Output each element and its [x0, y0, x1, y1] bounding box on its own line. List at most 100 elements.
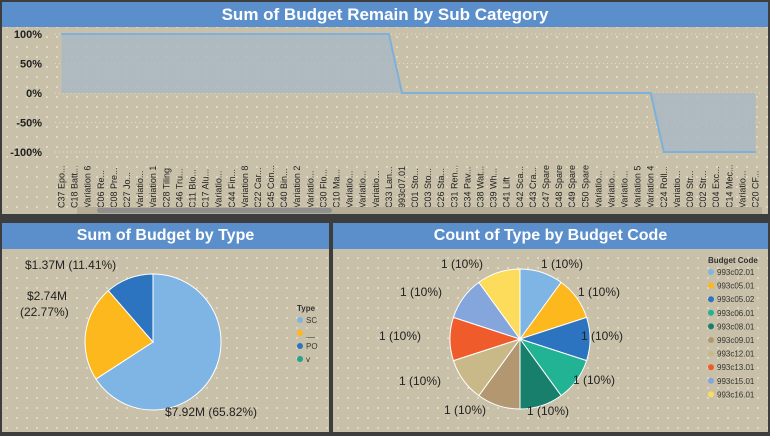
x-tick-label: Variatio...	[606, 171, 616, 208]
data-point	[453, 92, 456, 94]
data-label: 1 (10%)	[399, 374, 441, 388]
data-label: 1 (10%)	[400, 285, 442, 299]
data-label: 1 (10%)	[541, 257, 583, 271]
data-point	[440, 92, 443, 94]
legend-marker	[708, 364, 714, 371]
x-tick-label: Variation 4	[646, 166, 656, 208]
type-pie-chart: $7.92M (65.82%) $2.74M (22.77%) $1.37M (11.…	[20, 258, 318, 419]
data-point	[754, 151, 757, 153]
data-point	[623, 92, 626, 94]
legend-label: 993c16.01	[717, 390, 755, 399]
pie-slice	[84, 289, 154, 380]
data-point	[414, 92, 416, 94]
data-point	[584, 92, 587, 94]
data-label: 1 (10%)	[578, 285, 620, 299]
x-tick-label: Variatio...	[672, 171, 682, 208]
x-tick-label: C18 Batt...	[70, 165, 80, 208]
data-point	[401, 92, 403, 94]
x-tick-label: C24 Roll...	[659, 166, 669, 208]
scrollbar-thumb[interactable]	[97, 208, 332, 213]
data-point	[100, 33, 102, 35]
data-point	[296, 33, 299, 35]
legend-label: PO	[306, 342, 318, 351]
x-tick-label: Variatio...	[214, 171, 224, 208]
area-fill	[61, 34, 756, 152]
data-point	[676, 151, 678, 153]
type-by-code-panel: Count of Type by Budget Code 1 (10%) 1 (1…	[333, 223, 768, 432]
area-line	[61, 33, 756, 153]
x-tick-label: C34 Pav...	[462, 167, 472, 208]
x-tick-label: Variation 1	[148, 166, 158, 208]
legend-marker	[297, 356, 303, 362]
data-point	[152, 33, 154, 35]
budget-remain-panel: Sum of Budget Remain by Sub Category 100…	[2, 2, 768, 214]
x-tick-label: Variatio...	[135, 171, 145, 208]
data-point	[191, 33, 194, 35]
x-tick-label: Variation 2	[292, 166, 302, 208]
legend-marker	[297, 343, 303, 349]
data-label: 1 (10%)	[379, 329, 421, 343]
legend-title: Type	[297, 304, 316, 313]
data-point	[86, 33, 89, 35]
x-tick-label: C43 Cra...	[528, 167, 538, 208]
x-tick-label: C26 Sta...	[436, 168, 446, 208]
x-tick-label: C11 Blo...	[187, 169, 197, 208]
data-point	[558, 92, 560, 94]
x-tick-label: C01 Sto...	[410, 168, 420, 208]
x-tick-label: C04 Exc...	[711, 166, 721, 208]
data-point	[466, 92, 469, 94]
data-label: 1 (10%)	[573, 373, 615, 387]
legend-label: SC	[306, 316, 317, 325]
data-label: 1 (10%)	[527, 404, 569, 418]
x-tick-label: C40 Bin...	[279, 168, 289, 208]
x-tick-label: C41 Lift	[502, 176, 512, 208]
x-tick-label: C09 Str...	[685, 170, 695, 208]
legend-label: 993c09.01	[717, 336, 755, 345]
data-point	[545, 92, 547, 94]
type-pie-title: Sum of Budget by Type	[2, 223, 329, 249]
data-point	[689, 151, 691, 153]
x-tick-label: Variation 8	[240, 166, 250, 208]
x-tick-label: C02 Str...	[698, 170, 708, 208]
data-point	[204, 33, 207, 35]
data-point	[322, 33, 325, 35]
data-point	[178, 33, 181, 35]
code-pie-title: Count of Type by Budget Code	[333, 223, 768, 249]
data-point	[244, 33, 246, 35]
legend-label: 993c12.01	[717, 350, 755, 359]
x-tick-label: C10 Ma...	[331, 169, 341, 208]
x-tick-label: C22 Car...	[253, 167, 263, 208]
data-point	[126, 33, 128, 35]
x-tick-label: C33 Lan...	[384, 166, 394, 208]
x-tick-label: C49 Spare	[567, 165, 577, 208]
data-label: 1 (10%)	[581, 329, 623, 343]
data-point	[728, 151, 731, 153]
x-tick-label: C30 Flo...	[318, 169, 328, 208]
data-point	[532, 92, 534, 94]
data-point	[571, 92, 573, 94]
x-tick-label: C39 Wh...	[489, 168, 499, 208]
legend-label: __	[305, 329, 315, 338]
category-scrollbar[interactable]	[77, 207, 762, 214]
data-point	[479, 92, 482, 94]
data-label: (22.77%)	[20, 305, 69, 319]
data-point	[165, 33, 168, 35]
data-point	[73, 33, 76, 35]
legend-label: 993c05.01	[717, 282, 755, 291]
x-tick-label: C27 Jo...	[122, 172, 132, 208]
y-tick-label: -100%	[10, 147, 42, 159]
y-tick-label: 100%	[14, 29, 42, 41]
x-tick-label: Variation 5	[633, 166, 643, 208]
y-tick-label: 50%	[20, 59, 42, 71]
x-tick-label: Variatio...	[305, 171, 315, 208]
data-point	[741, 151, 744, 153]
data-point	[374, 33, 377, 35]
legend-marker	[708, 391, 714, 398]
data-point	[309, 33, 312, 35]
x-tick-label: Variatio...	[593, 171, 603, 208]
x-tick-label: Variatio...	[737, 171, 747, 208]
data-label: $7.92M (65.82%)	[165, 405, 257, 419]
x-tick-label: C48 Spare	[554, 165, 564, 208]
pie-slice	[107, 273, 154, 344]
data-point	[610, 92, 613, 94]
